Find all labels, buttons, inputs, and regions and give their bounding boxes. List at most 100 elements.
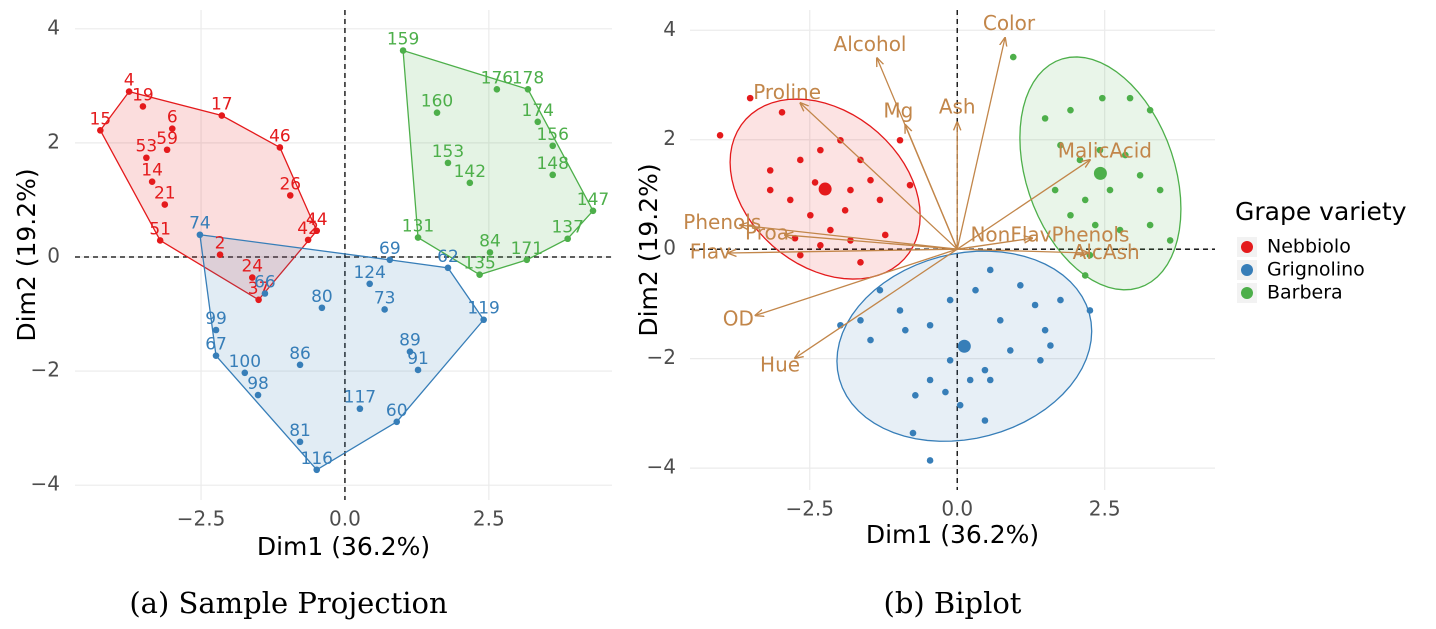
point [902, 326, 909, 334]
point-label: 153 [432, 142, 464, 162]
point-label: 176 [481, 68, 513, 88]
point-label: 98 [247, 374, 269, 394]
point [1067, 211, 1074, 219]
point [254, 391, 262, 399]
point-label: 100 [229, 352, 261, 372]
point-label: 44 [306, 210, 328, 230]
point-label: 89 [399, 331, 421, 351]
x-tick-label: −2.5 [785, 497, 834, 521]
point [196, 231, 204, 239]
point [766, 186, 774, 194]
group-hull [99, 90, 318, 301]
point [956, 401, 964, 409]
point [356, 405, 364, 413]
point [807, 211, 814, 219]
point-label: 74 [189, 214, 211, 234]
point-label: 137 [551, 218, 583, 238]
variable-arrow [957, 238, 1032, 250]
point [255, 296, 262, 304]
point-label: 21 [154, 184, 176, 204]
point [1057, 141, 1064, 149]
point [97, 127, 104, 134]
point [1166, 237, 1174, 244]
point [841, 207, 849, 214]
variable-arrow [795, 248, 958, 358]
variable-arrow [740, 225, 958, 250]
y-tick-label: 4 [663, 17, 676, 41]
variable-label: OD [723, 306, 754, 330]
point-label: 53 [136, 137, 158, 157]
point [143, 154, 150, 162]
variable-label: NonFlavPhenols [970, 223, 1129, 247]
point [1116, 226, 1124, 234]
point [139, 103, 147, 110]
point-label: 86 [289, 344, 311, 364]
point [296, 438, 304, 446]
point [1122, 151, 1129, 159]
variable-arrow [785, 235, 958, 250]
point [881, 231, 889, 239]
point [589, 207, 597, 215]
point [946, 356, 954, 364]
point [313, 227, 321, 235]
point-label: 17 [211, 95, 233, 115]
variable-label: Mg [883, 99, 913, 123]
point [942, 388, 949, 396]
variable-label: Ash [939, 95, 976, 119]
point-label: 15 [90, 109, 112, 129]
point [148, 178, 156, 185]
point-label: 160 [421, 92, 453, 112]
point [1096, 146, 1104, 154]
point [817, 146, 824, 154]
point-label: 119 [467, 299, 499, 319]
point-label: 178 [512, 68, 544, 88]
y-tick-label: 0 [47, 243, 60, 267]
point [972, 286, 979, 294]
point-label: 135 [463, 254, 495, 274]
point-label: 81 [289, 421, 311, 441]
variable-arrow [755, 248, 958, 315]
point [386, 256, 394, 264]
point [493, 85, 501, 93]
point [912, 392, 919, 399]
point-label: 26 [279, 174, 301, 194]
point [1009, 53, 1017, 61]
point [1086, 307, 1094, 314]
y-tick-label: −4 [647, 455, 676, 479]
point [313, 466, 321, 474]
point [366, 280, 373, 288]
point-label: 84 [479, 231, 501, 251]
point-label: 19 [132, 85, 154, 105]
point-label: 69 [379, 239, 401, 259]
legend-swatch [1241, 264, 1253, 276]
point [549, 142, 557, 150]
point [906, 181, 914, 189]
point [241, 369, 249, 377]
group-centroid [818, 182, 832, 196]
legend-swatch [1241, 287, 1253, 299]
point-label: 147 [577, 190, 609, 210]
legend-label: Grignolino [1267, 259, 1365, 281]
x-tick-label: 0.0 [941, 497, 973, 521]
variable-arrow [800, 103, 958, 250]
variable-label: Proline [753, 80, 821, 104]
point [746, 94, 754, 102]
x-tick-label: 2.5 [1089, 497, 1121, 521]
point [261, 290, 269, 297]
point [981, 417, 989, 424]
point-label: 46 [269, 126, 291, 146]
point [1041, 115, 1049, 122]
point [1106, 186, 1114, 194]
y-axis-title: Dim2 (19.2%) [12, 168, 41, 341]
point [212, 326, 220, 334]
point [218, 112, 226, 119]
point [168, 125, 176, 132]
point-label: 142 [454, 162, 486, 182]
y-tick-label: 0 [663, 236, 676, 260]
point [480, 316, 487, 324]
point [857, 259, 864, 266]
